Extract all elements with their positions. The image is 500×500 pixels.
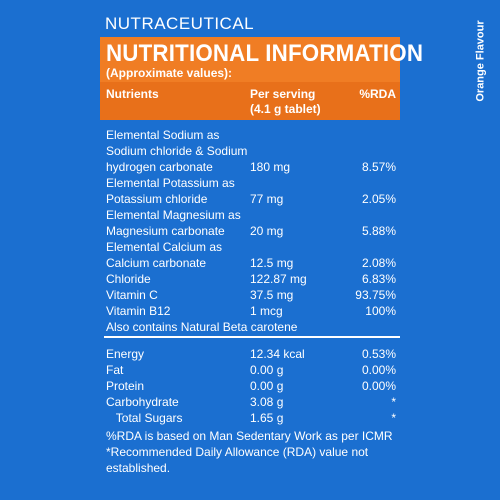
nutrient-name: Elemental Calcium as (106, 240, 223, 254)
table-row: Magnesium carbonate 20 mg 5.88% (106, 223, 396, 239)
section-divider (104, 336, 400, 338)
nutrient-serving: 122.87 mg (250, 272, 307, 286)
nutrient-name: Protein (106, 379, 145, 393)
nutrient-name: Elemental Sodium as (106, 128, 220, 142)
nutrient-rda: 6.83% (361, 272, 396, 286)
table-row: Elemental Sodium as (106, 127, 396, 143)
nutrient-name: hydrogen carbonate (106, 160, 213, 174)
nutrient-name: Total Sugars (106, 411, 183, 425)
table-row: Energy 12.34 kcal 0.53% (106, 346, 396, 362)
table-row: Calcium carbonate 12.5 mg 2.08% (106, 255, 396, 271)
header-per-serving-line1: Per serving (250, 87, 316, 101)
nutrient-rda: * (391, 395, 396, 409)
nutrient-serving: 0.00 g (250, 363, 284, 377)
footnote: *Recommended Daily Allowance (RDA) value… (106, 444, 396, 460)
table-row: Potassium chloride 77 mg 2.05% (106, 191, 396, 207)
nutrient-name: Energy (106, 347, 145, 361)
flavour-label: Orange Flavour (470, 16, 492, 106)
nutrient-name: Carbohydrate (106, 395, 179, 409)
nutrient-rda: 0.00% (361, 379, 396, 393)
footnote-text: *Recommended Daily Allowance (RDA) value… (106, 445, 369, 459)
nutrient-rda: 100% (365, 304, 396, 318)
nutrition-header-box: NUTRITIONAL INFORMATION (Approximate val… (100, 37, 423, 120)
footnote-text: established. (106, 461, 171, 475)
nutrient-name: Also contains Natural Beta carotene (106, 320, 298, 334)
nutrient-name: Elemental Magnesium as (106, 208, 241, 222)
nutrient-rda: * (391, 411, 396, 425)
column-header-band: Nutrients Per serving (4.1 g tablet) %RD… (100, 82, 400, 120)
nutrient-serving: 0.00 g (250, 379, 284, 393)
header-nutrients: Nutrients (106, 87, 159, 101)
flavour-text: Orange Flavour (475, 20, 488, 102)
nutrient-name: Fat (106, 363, 124, 377)
panel-subtitle: (Approximate values): (106, 66, 233, 80)
nutrient-rda: 0.53% (361, 347, 396, 361)
footnote: %RDA is based on Man Sedentary Work as p… (106, 428, 396, 444)
table-row: Protein 0.00 g 0.00% (106, 378, 396, 394)
header-per-serving: Per serving (4.1 g tablet) (250, 87, 321, 117)
nutrient-rda: 5.88% (361, 224, 396, 238)
panel-title: NUTRITIONAL INFORMATION (106, 40, 424, 67)
table-row: Elemental Calcium as (106, 239, 396, 255)
table-row: Elemental Potassium as (106, 175, 396, 191)
nutrient-name: Vitamin B12 (106, 304, 171, 318)
nutrient-serving: 12.34 kcal (250, 347, 305, 361)
nutrient-rda: 93.75% (355, 288, 396, 302)
brand-text: NUTRACEUTICAL (105, 14, 255, 33)
table-row: Vitamin C 37.5 mg 93.75% (106, 287, 396, 303)
nutrient-name: Chloride (106, 272, 151, 286)
footnote-text: %RDA is based on Man Sedentary Work as p… (106, 429, 393, 443)
header-per-serving-line2: (4.1 g tablet) (250, 102, 321, 116)
nutrient-rda: 2.05% (361, 192, 396, 206)
table-row: Elemental Magnesium as (106, 207, 396, 223)
nutrient-name: Elemental Potassium as (106, 176, 235, 190)
nutrient-name: Sodium chloride & Sodium (106, 144, 248, 158)
nutrient-serving: 3.08 g (250, 395, 284, 409)
nutrient-serving: 180 mg (250, 160, 291, 174)
nutrient-name: Vitamin C (106, 288, 158, 302)
nutrient-name: Potassium chloride (106, 192, 208, 206)
nutrient-serving: 37.5 mg (250, 288, 294, 302)
table-row: Fat 0.00 g 0.00% (106, 362, 396, 378)
table-row: Carbohydrate 3.08 g * (106, 394, 396, 410)
header-rda: %RDA (359, 87, 396, 101)
nutrient-serving: 77 mg (250, 192, 284, 206)
footnote: established. (106, 460, 396, 476)
nutrient-rda: 0.00% (361, 363, 396, 377)
table-row: Also contains Natural Beta carotene (106, 319, 396, 335)
table-row: Vitamin B12 1 mcg 100% (106, 303, 396, 319)
table-row: Total Sugars 1.65 g * (106, 410, 396, 426)
nutrient-name: Magnesium carbonate (106, 224, 225, 238)
nutrient-serving: 1 mcg (250, 304, 283, 318)
table-row: Chloride 122.87 mg 6.83% (106, 271, 396, 287)
nutrient-rda: 2.08% (361, 256, 396, 270)
nutrient-serving: 20 mg (250, 224, 284, 238)
nutrient-rda: 8.57% (361, 160, 396, 174)
table-row: hydrogen carbonate 180 mg 8.57% (106, 159, 396, 175)
nutrient-serving: 1.65 g (250, 411, 284, 425)
nutrient-serving: 12.5 mg (250, 256, 294, 270)
nutrient-name: Calcium carbonate (106, 256, 207, 270)
table-row: Sodium chloride & Sodium (106, 143, 396, 159)
